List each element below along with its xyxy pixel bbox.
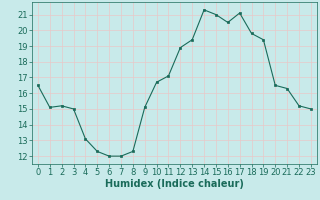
X-axis label: Humidex (Indice chaleur): Humidex (Indice chaleur) bbox=[105, 179, 244, 189]
